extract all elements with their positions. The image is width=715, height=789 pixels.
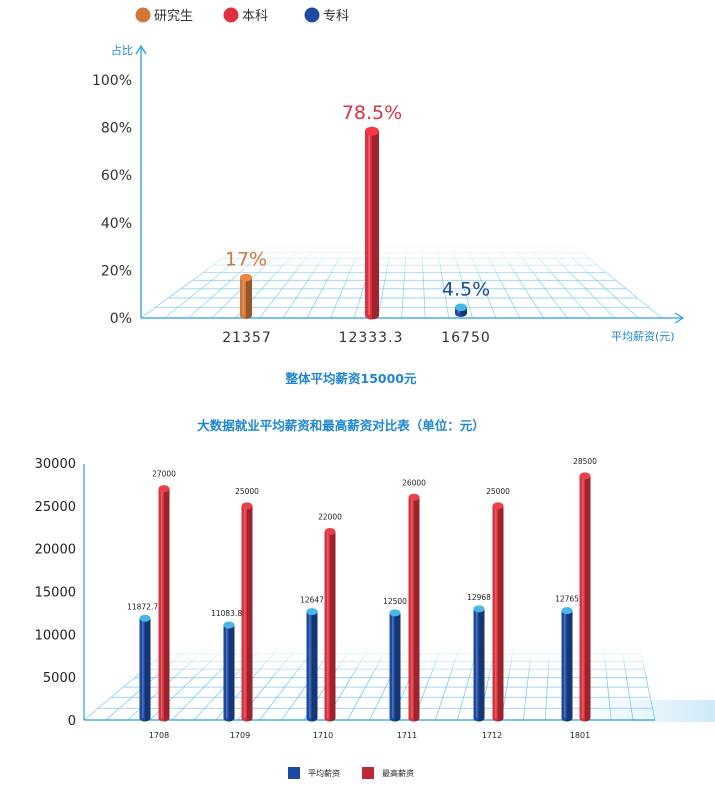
legend: 研究生 本科 专科 bbox=[135, 7, 349, 24]
floor-grid bbox=[130, 245, 675, 319]
legend-swatch bbox=[362, 767, 374, 779]
bar-平均薪资-1712 bbox=[473, 605, 485, 722]
legend-item: 平均薪资 bbox=[288, 767, 340, 779]
legend-label: 最高薪资 bbox=[382, 768, 414, 778]
data-label: 78.5% bbox=[342, 102, 402, 124]
y-tick-label: 40% bbox=[101, 216, 132, 232]
bar-研究生 bbox=[240, 273, 252, 319]
floor-edge-glow bbox=[560, 700, 715, 722]
education-share-chart: 研究生 本科 专科 占比 平均薪资(元) 0% 20% 40% 60% 80% 100% 17… bbox=[92, 7, 685, 386]
data-label: 12647 bbox=[300, 596, 324, 605]
bar-专科 bbox=[455, 303, 467, 317]
data-label: 28500 bbox=[573, 457, 597, 466]
y-tick-label: 5000 bbox=[43, 671, 76, 686]
y-tick-label: 0% bbox=[110, 311, 132, 327]
data-label: 11083.88 bbox=[211, 609, 247, 618]
y-tick-label: 20% bbox=[101, 263, 132, 279]
legend-label: 专科 bbox=[323, 9, 349, 24]
legend: 平均薪资 最高薪资 bbox=[288, 767, 414, 779]
y-axis-arrow bbox=[135, 44, 147, 55]
bar-最高薪资-1801 bbox=[579, 472, 591, 722]
x-tick-label: 1709 bbox=[230, 731, 250, 740]
bars: 17% 78.5% 4.5% bbox=[225, 102, 490, 320]
legend-label: 研究生 bbox=[154, 9, 193, 24]
data-label: 17% bbox=[225, 249, 267, 271]
bar-平均薪资-1801 bbox=[561, 607, 573, 722]
bar-平均薪资-1711 bbox=[389, 609, 401, 722]
bars: 11872.73 27000 11083.88 25000 12647 22000 1250… bbox=[127, 457, 597, 722]
y-tick-label: 25000 bbox=[35, 500, 76, 515]
bar-最高薪资-1709 bbox=[241, 502, 253, 722]
data-label: 12968 bbox=[467, 593, 491, 602]
axes bbox=[83, 464, 655, 721]
x-tick-labels: 21357 12333.3 16750 bbox=[222, 330, 491, 346]
legend-swatch bbox=[288, 767, 300, 779]
x-tick-label: 12333.3 bbox=[339, 330, 404, 346]
chart-1-title: 整体平均薪资15000元 bbox=[286, 371, 417, 386]
legend-item: 本科 bbox=[223, 7, 268, 24]
data-label: 26000 bbox=[402, 478, 426, 487]
legend-label: 本科 bbox=[242, 9, 268, 24]
bar-最高薪资-1711 bbox=[408, 493, 420, 722]
y-tick-label: 0 bbox=[68, 714, 76, 729]
y-tick-label: 20000 bbox=[35, 543, 76, 558]
bar-平均薪资-1709 bbox=[223, 621, 235, 722]
data-label: 4.5% bbox=[442, 278, 490, 300]
y-tick-labels: 0 5000 10000 15000 20000 25000 30000 bbox=[35, 457, 76, 729]
data-label: 11872.73 bbox=[127, 602, 163, 611]
legend-swatch bbox=[304, 7, 320, 23]
legend-item: 研究生 bbox=[135, 7, 193, 24]
data-label: 25000 bbox=[235, 487, 259, 496]
x-tick-label: 1708 bbox=[149, 731, 169, 740]
bar-本科 bbox=[365, 126, 379, 320]
legend-swatch bbox=[223, 7, 239, 23]
x-tick-label: 1710 bbox=[313, 731, 333, 740]
data-label: 27000 bbox=[152, 470, 176, 479]
axes: 占比 平均薪资(元) bbox=[111, 43, 685, 343]
legend-item: 最高薪资 bbox=[362, 767, 414, 779]
salary-comparison-chart: 大数据就业平均薪资和最高薪资对比表（单位：元） 0 5000 10000 15000 2… bbox=[35, 418, 715, 779]
bar-最高薪资-1708 bbox=[158, 485, 170, 722]
x-tick-label: 1801 bbox=[570, 731, 590, 740]
x-tick-label: 1711 bbox=[397, 731, 417, 740]
chart-2-title: 大数据就业平均薪资和最高薪资对比表（单位：元） bbox=[197, 418, 485, 433]
x-tick-label: 21357 bbox=[222, 330, 272, 346]
y-axis-label: 占比 bbox=[111, 43, 133, 57]
bar-平均薪资-1708 bbox=[139, 614, 151, 722]
bar-平均薪资-1710 bbox=[306, 608, 318, 722]
y-tick-label: 30000 bbox=[35, 457, 76, 472]
x-tick-labels: 1708 1709 1710 1711 1712 1801 bbox=[149, 731, 590, 740]
x-tick-label: 16750 bbox=[441, 330, 491, 346]
data-label: 12500 bbox=[383, 597, 407, 606]
y-tick-label: 80% bbox=[101, 121, 132, 137]
y-tick-label: 15000 bbox=[35, 586, 76, 601]
bar-最高薪资-1712 bbox=[492, 502, 504, 722]
y-tick-label: 10000 bbox=[35, 628, 76, 643]
y-tick-labels: 0% 20% 40% 60% 80% 100% bbox=[92, 73, 132, 327]
bar-最高薪资-1710 bbox=[324, 528, 336, 722]
data-label: 25000 bbox=[486, 487, 510, 496]
legend-swatch bbox=[135, 7, 151, 23]
y-tick-label: 100% bbox=[92, 73, 132, 89]
data-label: 12765 bbox=[555, 595, 579, 604]
x-axis-arrow bbox=[674, 312, 685, 324]
x-axis-label: 平均薪资(元) bbox=[611, 330, 675, 343]
data-label: 22000 bbox=[318, 513, 342, 522]
x-tick-label: 1712 bbox=[482, 731, 502, 740]
legend-label: 平均薪资 bbox=[308, 768, 340, 778]
legend-item: 专科 bbox=[304, 7, 349, 24]
y-tick-label: 60% bbox=[101, 168, 132, 184]
